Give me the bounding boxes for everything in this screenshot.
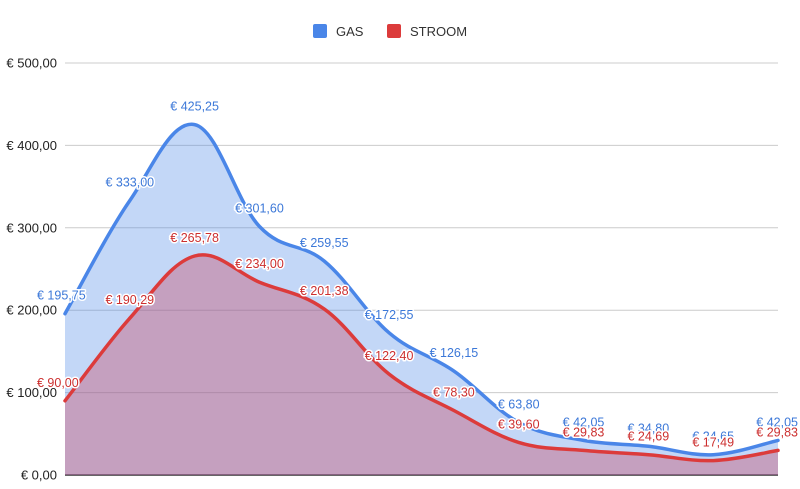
y-tick-label-5: € 500,00 xyxy=(6,56,57,71)
data-label-stroom-8: € 29,83 xyxy=(563,425,605,439)
data-label-stroom-9: € 24,69 xyxy=(628,430,670,444)
data-label-gas-7: € 63,80 xyxy=(498,397,540,411)
data-label-stroom-2: € 265,78 xyxy=(170,231,219,245)
y-axis: € 0,00 € 100,00 € 200,00 € 300,00 € 400,00 € … xyxy=(6,56,57,483)
y-tick-label-4: € 400,00 xyxy=(6,138,57,153)
data-label-gas-3: € 301,60 xyxy=(235,201,284,215)
legend-swatch-gas[interactable] xyxy=(313,24,327,38)
data-label-stroom-11: € 29,83 xyxy=(756,425,798,439)
data-label-stroom-1: € 190,29 xyxy=(105,293,154,307)
legend-swatch-stroom[interactable] xyxy=(387,24,401,38)
area-stroom xyxy=(65,254,778,475)
data-label-stroom-3: € 234,00 xyxy=(235,257,284,271)
data-label-gas-6: € 126,15 xyxy=(430,346,479,360)
data-label-stroom-5: € 122,40 xyxy=(365,349,414,363)
data-label-stroom-4: € 201,38 xyxy=(300,284,349,298)
data-label-stroom-7: € 39,60 xyxy=(498,417,540,431)
data-labels: € 195,75 € 333,00 € 425,25 € 301,60 € 259,55… xyxy=(36,98,800,451)
y-tick-label-3: € 300,00 xyxy=(6,220,57,235)
areas xyxy=(65,124,778,476)
y-tick-label-2: € 200,00 xyxy=(6,303,57,318)
data-label-gas-9: € 34,80 xyxy=(628,421,670,435)
data-label-gas-8: € 42,05 xyxy=(563,415,605,429)
data-label-gas-10: € 24,65 xyxy=(692,430,734,444)
data-label-gas-1: € 333,00 xyxy=(105,176,154,190)
data-label-gas-0: € 195,75 xyxy=(37,289,86,303)
y-tick-label-1: € 100,00 xyxy=(6,385,57,400)
data-label-gas-2: € 425,25 xyxy=(170,100,219,114)
data-label-stroom-10: € 17,49 xyxy=(692,436,734,450)
lines xyxy=(63,122,780,463)
line-gas xyxy=(63,122,780,457)
y-tick-label-0: € 0,00 xyxy=(21,468,57,483)
legend-label-stroom[interactable]: STROOM xyxy=(410,24,467,39)
data-label-stroom-6: € 78,30 xyxy=(433,385,475,399)
data-label-gas-11: € 42,05 xyxy=(756,415,798,429)
area-gas xyxy=(65,124,778,476)
data-label-gas-4: € 259,55 xyxy=(300,236,349,250)
data-label-gas-5: € 172,55 xyxy=(365,308,414,322)
legend[interactable]: GAS STROOM xyxy=(313,24,467,39)
legend-label-gas[interactable]: GAS xyxy=(336,24,364,39)
data-label-stroom-0: € 90,00 xyxy=(37,376,79,390)
line-stroom xyxy=(63,253,780,463)
grid xyxy=(65,62,778,476)
